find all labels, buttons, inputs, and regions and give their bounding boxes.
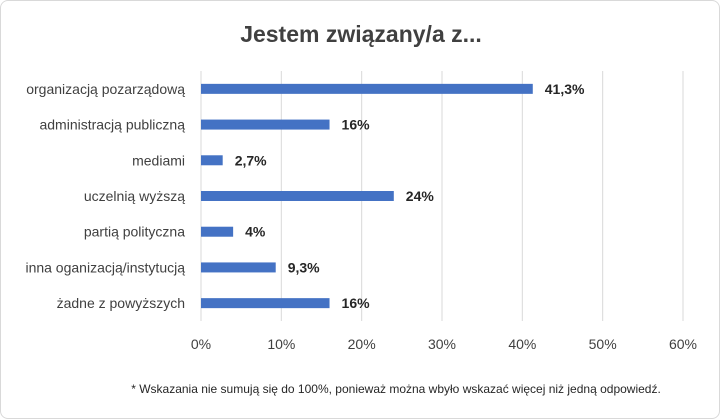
bar — [201, 226, 234, 237]
category-label: administracją publiczną — [39, 117, 185, 133]
chart-title: Jestem związany/a z... — [240, 21, 482, 47]
x-tick-label: 30% — [428, 336, 456, 352]
data-label: 24% — [406, 188, 435, 204]
x-tick-label: 50% — [589, 336, 617, 352]
data-label: 2,7% — [235, 152, 267, 168]
category-label: organizacją pozarządową — [26, 81, 185, 97]
bar — [201, 119, 330, 130]
x-tick-label: 0% — [191, 336, 211, 352]
bar — [201, 191, 394, 201]
x-tick-label: 20% — [348, 336, 376, 352]
data-label: 16% — [342, 117, 371, 133]
bar — [201, 83, 533, 94]
x-tick-label: 10% — [267, 336, 295, 352]
x-tick-label: 40% — [508, 336, 536, 352]
data-label: 41,3% — [545, 81, 585, 97]
data-label: 4% — [245, 224, 266, 240]
footnote: * Wskazania nie sumują się do 100%, poni… — [131, 382, 661, 396]
data-label: 9,3% — [288, 259, 320, 275]
category-label: uczelnią wyższą — [84, 188, 185, 204]
category-label: partią polityczna — [84, 224, 185, 240]
category-label: mediami — [132, 152, 185, 168]
x-tick-label: 60% — [669, 336, 697, 352]
bar — [201, 262, 276, 273]
bar — [201, 155, 223, 166]
category-label: inna oganizacją/instytucją — [25, 259, 185, 275]
bar — [201, 298, 330, 309]
data-label: 16% — [342, 295, 371, 311]
category-label: żadne z powyższych — [57, 295, 185, 311]
